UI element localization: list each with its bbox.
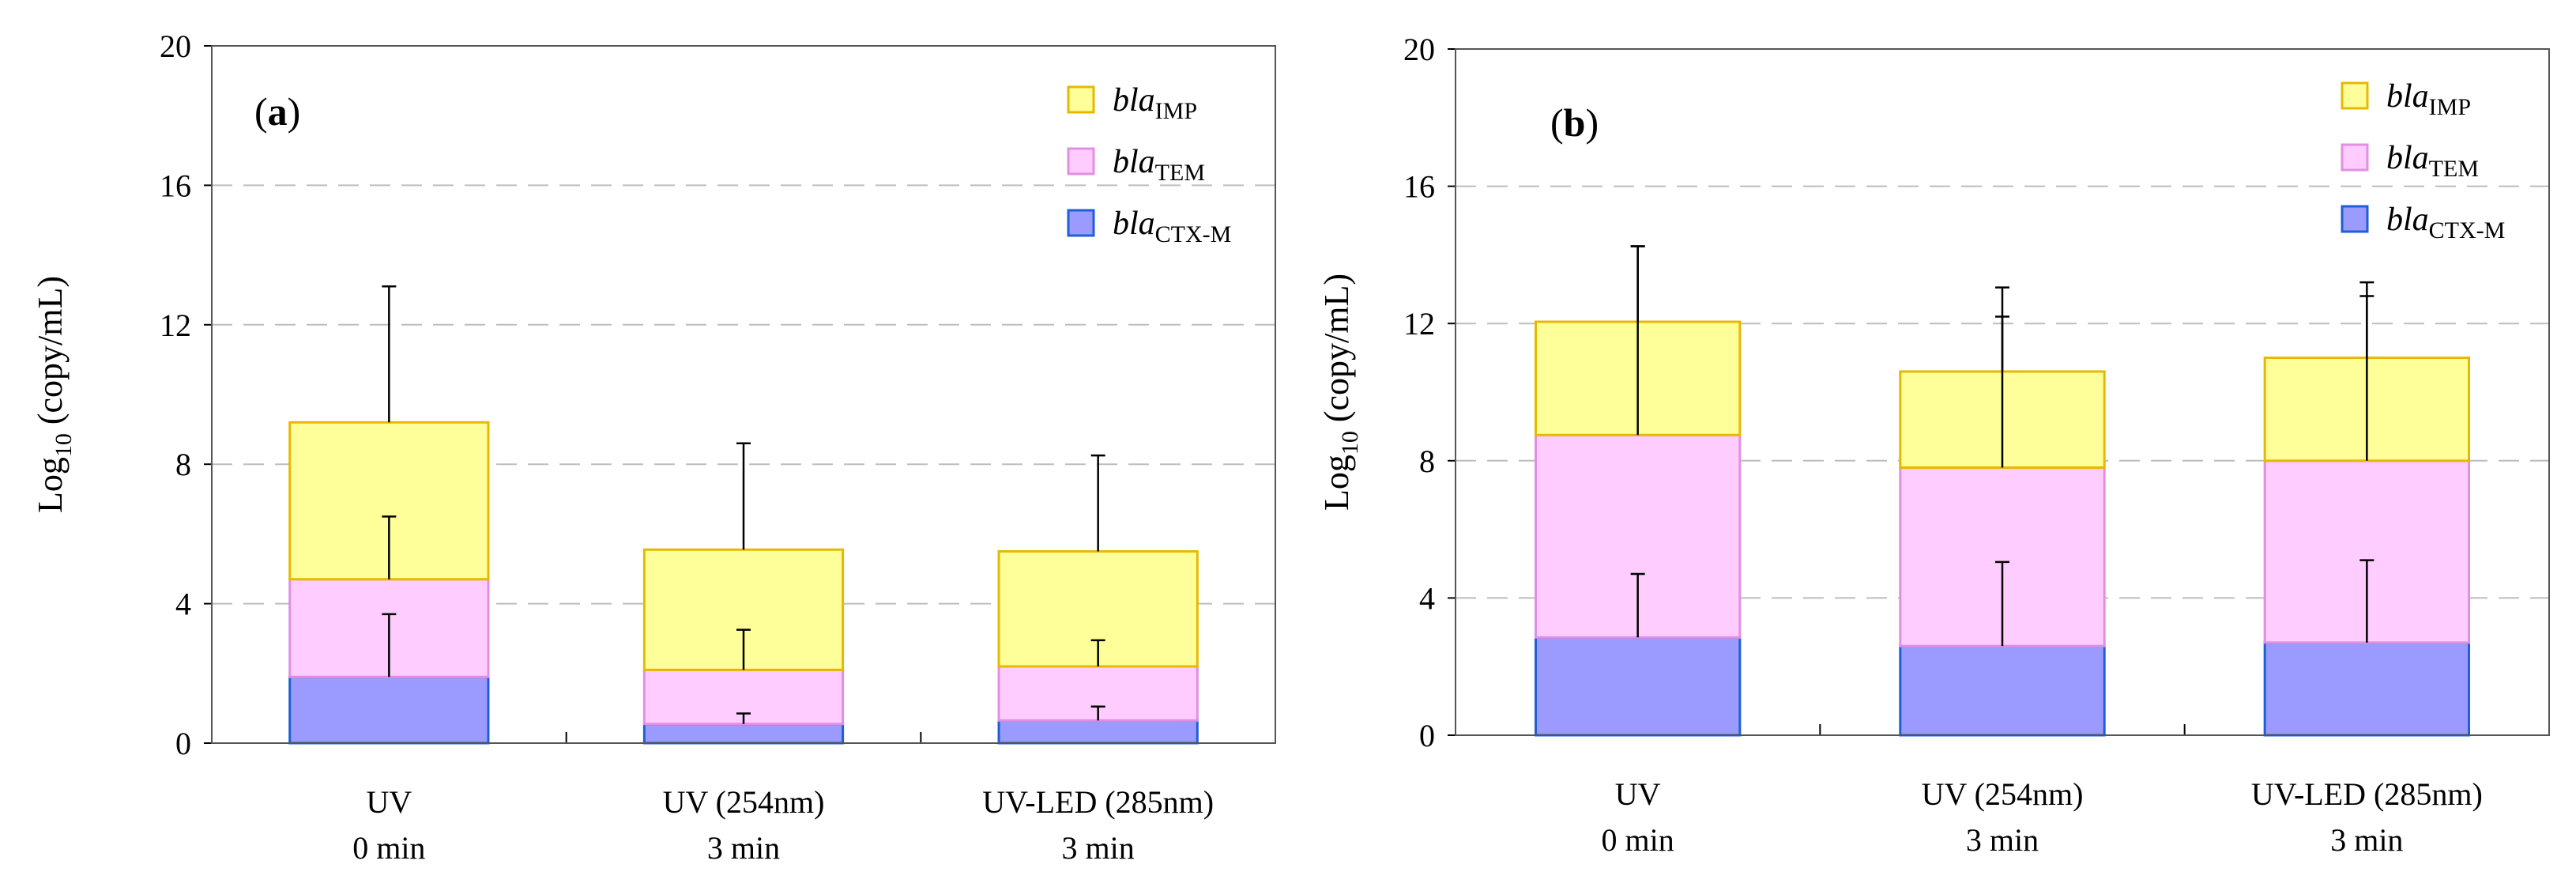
- legend-swatch: [2341, 143, 2369, 172]
- legend-swatch: [2341, 205, 2369, 233]
- legend-label-italic: bla: [2386, 78, 2429, 115]
- plot-frame: [211, 45, 1276, 744]
- legend-label: blaCTX-M: [1113, 206, 1231, 247]
- y-axis-label-rest: (copy/mL): [31, 276, 70, 433]
- panel-label-letter: a: [268, 89, 288, 134]
- category-sublabel: 3 min: [1966, 822, 2039, 858]
- y-tick-label: 8: [1419, 444, 1435, 479]
- legend-label-sub: CTX-M: [2429, 217, 2506, 243]
- bar-segment: [288, 675, 490, 745]
- plot-frame: [1455, 48, 2550, 736]
- legend-label-sub: TEM: [2429, 156, 2479, 182]
- legend-label-italic: bla: [1113, 82, 1155, 119]
- legend-label-italic: bla: [1113, 206, 1155, 242]
- y-tick-label: 8: [175, 447, 191, 482]
- legend-label-sub: IMP: [2429, 94, 2471, 120]
- bar-segment: [1899, 644, 2106, 737]
- category-sublabel: 3 min: [707, 830, 780, 866]
- bar-segment: [1534, 636, 1742, 737]
- category-label: UV: [1615, 776, 1661, 812]
- legend-swatch: [2341, 81, 2369, 110]
- legend-label: blaTEM: [1113, 144, 1205, 186]
- category-label: UV (254nm): [663, 784, 825, 820]
- legend-label: blaIMP: [2386, 78, 2471, 120]
- y-axis-label-main: Log: [1317, 455, 1356, 511]
- bar-segment: [997, 719, 1199, 745]
- y-axis-label: Log10 (copy/mL): [31, 276, 77, 513]
- chart-b: 0 4 8 12 16 20 UV 0 min UV (254nm) 3 min UV-LED (2…: [1317, 32, 2550, 858]
- panel-label-paren: ): [288, 89, 301, 134]
- legend-label: blaTEM: [2386, 140, 2479, 182]
- y-tick-label: 12: [160, 308, 191, 343]
- category-label: UV (254nm): [1922, 776, 2084, 812]
- y-tick-label: 16: [1403, 169, 1435, 205]
- legend-label-italic: bla: [1113, 144, 1155, 180]
- category-label: UV-LED (285nm): [982, 784, 1214, 820]
- category-sublabel: 3 min: [2330, 822, 2403, 858]
- y-tick-label: 16: [160, 168, 191, 203]
- legend-swatch: [1067, 147, 1095, 176]
- panel-label: (b): [1550, 100, 1599, 145]
- y-tick-label: 20: [1403, 32, 1435, 67]
- y-tick-label: 4: [1419, 580, 1435, 616]
- y-tick-label: 20: [160, 28, 191, 64]
- y-tick-label: 0: [1419, 718, 1435, 753]
- category-label: UV-LED (285nm): [2251, 776, 2483, 812]
- y-axis-label-sub: 10: [51, 433, 77, 457]
- legend-label-italic: bla: [2386, 140, 2429, 176]
- legend-label-sub: TEM: [1155, 160, 1205, 186]
- panel-label-paren: (: [1550, 100, 1564, 145]
- y-axis-label-sub: 10: [1337, 431, 1363, 455]
- legend-label-italic: bla: [2386, 202, 2429, 238]
- panel-label-paren: ): [1585, 100, 1599, 145]
- panel-label-letter: b: [1564, 100, 1586, 145]
- panel-label-paren: (: [254, 89, 268, 134]
- y-tick-label: 0: [175, 726, 191, 761]
- y-axis-label-main: Log: [31, 457, 70, 513]
- y-axis-label-rest: (copy/mL): [1317, 274, 1356, 431]
- category-sublabel: 3 min: [1062, 830, 1135, 866]
- legend-label-sub: CTX-M: [1155, 221, 1232, 247]
- legend-swatch: [1067, 85, 1095, 114]
- category-sublabel: 0 min: [352, 830, 425, 866]
- legend-swatch: [1067, 209, 1095, 237]
- y-tick-label: 4: [175, 587, 191, 622]
- bar-segment: [642, 723, 845, 745]
- category-sublabel: 0 min: [1602, 822, 1674, 858]
- panel-label: (a): [254, 89, 300, 134]
- chart-a: 0 4 8 12 16 20 UV 0 min UV (254nm) 3 min UV-LED (2…: [31, 28, 1276, 866]
- legend-label-sub: IMP: [1155, 98, 1197, 124]
- y-axis-label: Log10 (copy/mL): [1317, 274, 1363, 511]
- y-tick-label: 12: [1403, 306, 1435, 342]
- bar-segment: [2263, 641, 2471, 737]
- legend-label: blaIMP: [1113, 82, 1197, 124]
- category-label: UV: [366, 784, 412, 820]
- legend-label: blaCTX-M: [2386, 202, 2505, 243]
